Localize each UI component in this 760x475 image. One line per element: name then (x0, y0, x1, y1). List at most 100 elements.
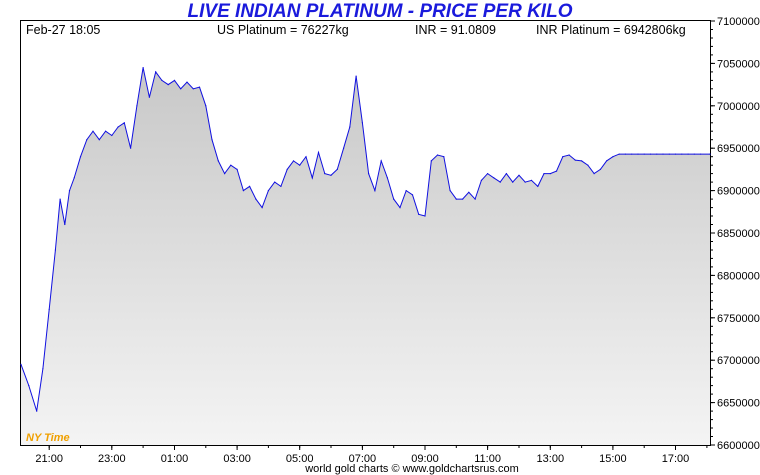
y-tick-label: 6600000 (717, 440, 760, 452)
price-point (205, 105, 207, 107)
y-tick-label: 6700000 (717, 355, 760, 367)
price-point (537, 185, 539, 187)
price-point (330, 174, 332, 176)
price-point (405, 190, 407, 192)
fx-rate-label: INR = 91.0809 (415, 23, 496, 37)
price-point (148, 96, 150, 98)
price-point (79, 156, 82, 158)
price-point (436, 154, 439, 156)
price-point (512, 181, 514, 183)
price-point (568, 154, 570, 156)
price-point (305, 156, 307, 158)
price-point (499, 181, 501, 183)
price-point (449, 190, 451, 192)
x-tick-label: 23:00 (98, 453, 126, 465)
price-point (242, 190, 244, 192)
price-point (606, 160, 608, 162)
x-tick-label: 11:00 (474, 453, 501, 465)
price-point (286, 168, 288, 170)
x-axis: 21:00 23:00 01:00 03:00 05:00 07:00 09:00 11:00… (35, 445, 708, 465)
y-tick-label: 6650000 (717, 398, 760, 410)
price-point (656, 153, 658, 155)
price-point (64, 223, 66, 226)
price-point (155, 71, 157, 73)
price-point (59, 198, 61, 200)
x-tick-label: 15:00 (599, 453, 627, 465)
price-point (624, 153, 627, 155)
price-point (224, 173, 226, 175)
x-tick-label: 03:00 (223, 453, 251, 465)
price-point (480, 179, 482, 181)
price-point (117, 126, 119, 128)
price-point (599, 168, 602, 170)
price-point (443, 156, 445, 158)
price-point (349, 126, 351, 128)
y-tick-label: 6900000 (717, 186, 760, 198)
price-point (631, 153, 633, 155)
price-point (249, 185, 251, 187)
price-point (261, 207, 263, 209)
price-point (230, 164, 232, 166)
price-point (236, 168, 238, 170)
x-tick-label: 07:00 (349, 453, 377, 465)
price-point (86, 139, 88, 141)
price-point (637, 153, 639, 155)
price-point (562, 156, 564, 158)
price-point (668, 153, 670, 155)
date-time-label: Feb-27 18:05 (26, 23, 100, 37)
footer-credit: world gold charts © www.goldchartsrus.co… (304, 463, 519, 475)
price-point (393, 198, 395, 200)
price-point (211, 139, 213, 141)
x-tick-label: 01:00 (161, 453, 189, 465)
price-point (267, 190, 269, 192)
price-point (543, 173, 545, 175)
price-point (217, 160, 219, 162)
price-point (612, 156, 614, 158)
x-tick-label: 09:00 (411, 453, 439, 465)
price-point (418, 213, 420, 215)
price-point (474, 198, 476, 200)
price-point (593, 173, 595, 175)
price-point (430, 160, 432, 162)
price-point (324, 173, 326, 175)
inr-price-label: INR Platinum = 6942806kg (536, 23, 686, 37)
price-point (68, 190, 71, 192)
price-point (530, 179, 533, 181)
price-point (687, 153, 689, 155)
price-point (317, 151, 320, 153)
x-tick-label: 13:00 (537, 453, 565, 465)
price-point (709, 153, 711, 155)
price-point (336, 168, 338, 170)
price-area-fill (21, 67, 710, 445)
price-point (361, 122, 363, 124)
x-tick-label: 05:00 (286, 453, 314, 465)
y-axis: 6600000 6650000 6700000 6750000 6800000 68500… (710, 16, 760, 452)
price-point (123, 122, 125, 124)
price-point (92, 130, 94, 132)
price-point (343, 147, 345, 149)
price-point (48, 308, 50, 310)
y-tick-label: 6950000 (717, 143, 760, 155)
price-point (700, 153, 702, 155)
price-line-group (20, 67, 711, 412)
price-point (374, 190, 376, 192)
price-point (424, 215, 426, 217)
price-point (555, 170, 558, 172)
price-point (292, 160, 295, 162)
price-point (136, 105, 138, 107)
price-point (649, 153, 652, 155)
price-point (20, 363, 22, 365)
price-point (380, 160, 382, 162)
price-point (255, 198, 257, 200)
y-tick-label: 7000000 (717, 101, 760, 113)
timezone-label: NY Time (26, 432, 70, 444)
price-point (662, 153, 664, 155)
price-point (581, 160, 583, 162)
price-point (42, 368, 44, 370)
price-point (368, 173, 370, 175)
chart-title: LIVE INDIAN PLATINUM - PRICE PER KILO (188, 1, 573, 22)
price-point (186, 81, 188, 83)
price-point (693, 153, 695, 155)
price-point (173, 79, 176, 81)
